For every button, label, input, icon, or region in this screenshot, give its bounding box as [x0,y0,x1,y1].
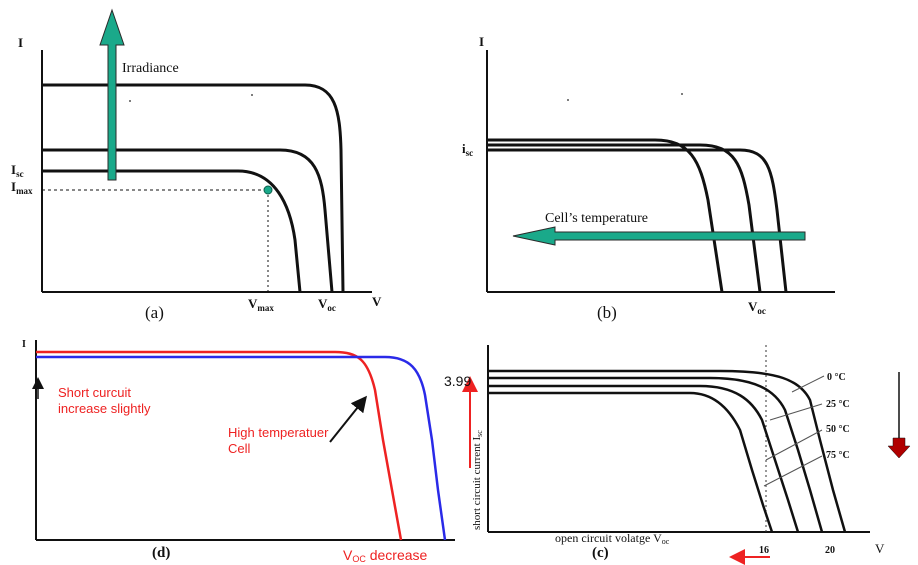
temp-label-25c: 25 °C [826,399,850,410]
panel-d: I Short curcuit increase slightly High t… [22,339,478,564]
panel-b: I isc Cell’s temperature Voc (b) [462,34,835,322]
panel-b-speck [681,93,683,95]
high-temp-label-line1: High temperatuer [228,425,329,440]
panel-c: 0 °C 25 °C 50 °C 75 °C 3.99 short circui… [444,345,911,565]
curve-50c [488,384,800,533]
high-temp-label-line2: Cell [228,441,251,456]
blue-iv-curve [36,355,447,541]
panel-c-caption: (c) [592,545,609,561]
panel-b-curve-2 [487,143,762,293]
panel-a-curve-low [42,169,302,293]
isc-value-label: 3.99 [444,373,471,389]
panel-b-y-label: I [479,34,484,49]
tick-16: 16 [759,545,769,556]
leader-0c [791,375,825,393]
panel-c-x-axis-label: open circuit volatge Voc [555,531,670,546]
leader-75c [763,455,823,487]
panel-a-curve-high [42,83,345,293]
cell-temperature-arrow [512,226,806,246]
irradiance-arrow [99,8,125,181]
panel-a-voc-label: Voc [318,296,336,313]
short-circuit-note-line2: increase slightly [58,401,151,416]
cell-temperature-label: Cell’s temperature [545,211,648,226]
panel-a-speck [251,94,253,96]
leader-25c [769,403,823,421]
high-temp-pointer-arrow [329,395,367,443]
panel-b-caption: (b) [597,303,617,322]
irradiance-label: Irradiance [122,61,179,76]
panel-a: I Irradiance Isc Imax Vmax Voc V (a) [11,8,382,322]
panel-c-y-axis-label: short circuit current Isc [471,430,484,530]
temp-label-75c: 75 °C [826,450,850,461]
isc-down-block-arrow [887,437,911,459]
panel-b-curve-3 [487,148,788,293]
panel-a-max-power-point [263,185,273,195]
panel-a-y-label: I [18,35,23,50]
panel-b-voc-label: Voc [748,299,766,316]
panel-b-curve-1 [487,138,724,293]
temp-label-0c: 0 °C [827,372,846,383]
short-circuit-note-line1: Short curcuit [58,385,131,400]
panel-a-isc-label: Isc [11,162,24,179]
voc-decrease-label: VOC decrease [343,547,428,564]
curve-75c [488,391,774,533]
red-iv-curve [36,350,403,541]
temp-label-50c: 50 °C [826,424,850,435]
panel-a-caption: (a) [145,303,164,322]
panel-c-x-label: V [875,541,885,556]
panel-a-curve-mid [42,148,334,293]
panel-a-x-label: V [372,294,382,309]
panel-a-imax-label: Imax [11,179,33,196]
panel-b-isc-label: isc [462,141,473,158]
tick-20: 20 [825,545,835,556]
panel-d-caption: (d) [152,545,170,561]
panel-a-speck [129,100,131,102]
panel-a-vmax-label: Vmax [248,296,274,313]
panel-b-speck [567,99,569,101]
leader-50c [765,429,823,461]
curve-25c [488,376,824,533]
panel-d-y-label: I [22,339,26,350]
